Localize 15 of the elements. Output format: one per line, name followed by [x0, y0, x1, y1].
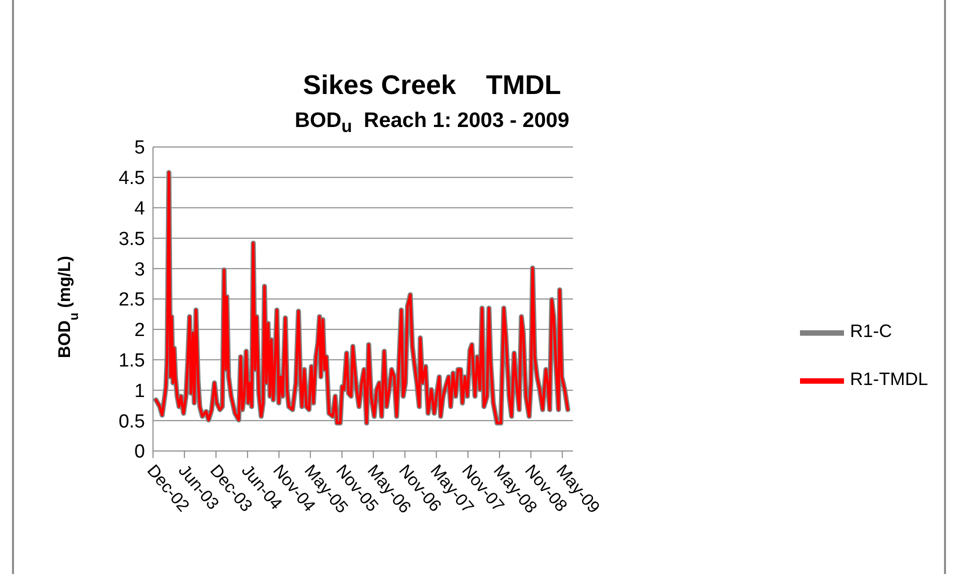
- y-tick-label: 0: [134, 442, 145, 463]
- y-tick-label: 3: [134, 259, 145, 280]
- y-tick-label: 5: [134, 138, 145, 159]
- y-tick-label: 1.5: [118, 350, 145, 372]
- y-tick-label: 3.5: [118, 228, 145, 250]
- y-tick-label: 1: [134, 380, 145, 402]
- y-tick-label: 2.5: [118, 290, 145, 311]
- chart-subtitle: BOD$_{u}$ Reach 1: 2003 - 2009: [294, 109, 570, 138]
- legend-label: R1-TMDL: [850, 369, 928, 389]
- y-tick-label: 4.5: [118, 168, 145, 190]
- legend-label: R1-C: [850, 321, 892, 341]
- chart-title: Sikes Creek TMDL: [302, 70, 562, 101]
- y-tick-label: 0.5: [118, 411, 145, 432]
- y-tick-label: 4: [134, 198, 146, 220]
- y-tick-label: 2: [134, 320, 145, 342]
